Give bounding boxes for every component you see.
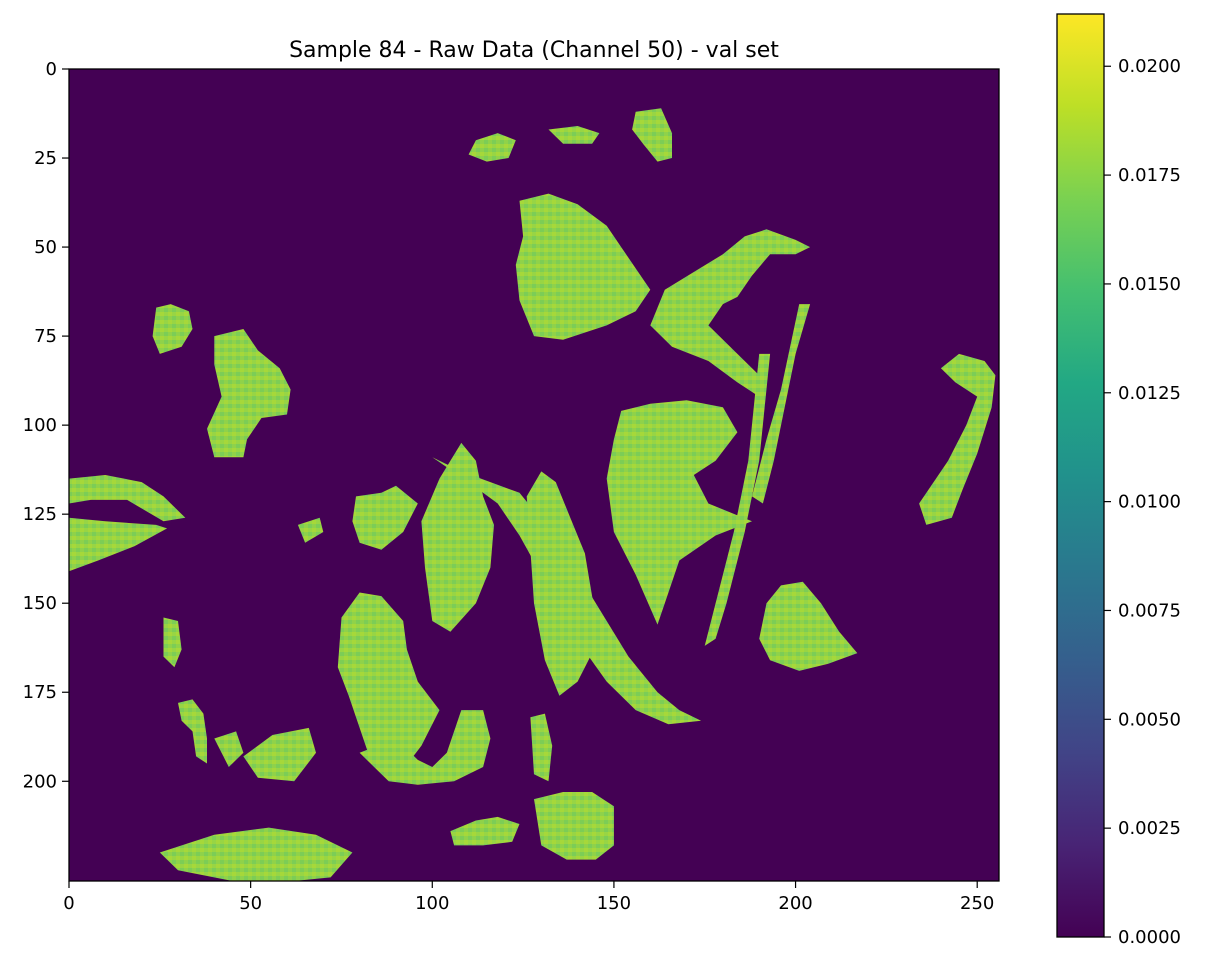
heatmap-region-r-blob-65-125 — [297, 517, 324, 543]
heatmap-region-r-blob-130-190 — [530, 713, 553, 782]
y-tick-label: 175 — [23, 682, 57, 703]
heatmap-region-r-blob-85-165 — [337, 592, 440, 775]
y-tick-label: 75 — [34, 326, 57, 347]
heatmap-region-r-blob-135-18 — [548, 126, 600, 144]
heatmap-region-r-streak-2 — [752, 304, 811, 504]
colorbar-tick-label: 0.0075 — [1118, 600, 1181, 621]
colorbar-tick-label: 0.0150 — [1118, 274, 1181, 295]
chart-title: Sample 84 - Raw Data (Channel 50) - val … — [289, 38, 779, 63]
heatmap-region-r-left-strip-top — [69, 475, 186, 522]
x-tick-label: 0 — [63, 893, 74, 914]
x-tick-label: 250 — [960, 893, 994, 914]
colorbar-tick-label: 0.0000 — [1118, 927, 1181, 948]
heatmap-region-r-streak-1 — [704, 353, 771, 646]
y-tick-label: 25 — [34, 148, 57, 169]
heatmap-region-r-blob-110-130 — [421, 442, 494, 632]
heatmap-region-r-blob-160-18 — [632, 108, 672, 162]
heatmap-region-r-blob-46-190 — [214, 731, 244, 767]
heatmap-region-r-edge-right — [919, 353, 996, 525]
heatmap-region-r-blob-60-190 — [243, 727, 316, 782]
colorbar-ticks: 0.0000 0.0025 0.0050 0.0075 0.0100 0.0125 0.01… — [1104, 56, 1181, 948]
heatmap-region-r-blob-200-160 — [759, 581, 858, 671]
colorbar-tick-label: 0.0100 — [1118, 492, 1181, 513]
heatmap-region-r-left-strip-bot — [69, 517, 168, 572]
plot-frame — [68, 68, 1000, 882]
x-tick-label: 200 — [778, 893, 812, 914]
colorbar-tick-label: 0.0025 — [1118, 818, 1181, 839]
heatmap-regions — [69, 108, 996, 881]
colorbar-tick-label: 0.0175 — [1118, 165, 1181, 186]
heatmap-region-r-blob-100-200 — [359, 710, 491, 785]
heatmap-region-r-blob-23-70 — [152, 304, 193, 354]
colorbar: 0.0000 0.0025 0.0050 0.0075 0.0100 0.0125 0.01… — [1056, 13, 1181, 948]
x-tick-label: 50 — [239, 893, 262, 914]
colorbar-tick-label: 0.0125 — [1118, 383, 1181, 404]
colorbar-tick-label: 0.0050 — [1118, 709, 1181, 730]
heatmap-region-r-big-top — [515, 193, 651, 340]
heatmap-region-r-blob-120-20 — [468, 133, 516, 162]
y-tick-label: 125 — [23, 504, 57, 525]
colorbar-tick-label: 0.0200 — [1118, 56, 1181, 77]
heatmap-region-r-blob-45-85 — [207, 329, 291, 458]
y-tick-label: 0 — [46, 59, 57, 80]
y-tick-label: 50 — [34, 237, 57, 258]
plot-area — [69, 69, 999, 881]
x-tick-label: 100 — [415, 893, 449, 914]
heatmap-region-r-bottom-left — [159, 827, 353, 881]
y-tick-label: 150 — [23, 593, 57, 614]
x-axis: 0 50 100 150 200 250 — [63, 881, 994, 914]
y-axis: 0 25 50 75 100 125 150 175 200 — [23, 59, 69, 792]
heatmap-region-r-blob-34-178 — [178, 699, 207, 764]
heatmap-region-r-blob-145-210 — [534, 792, 614, 860]
heatmap-region-r-blob-90-125 — [352, 485, 418, 550]
colorbar-gradient — [1056, 13, 1105, 938]
heatmap-region-r-big-mid — [606, 400, 752, 625]
heatmap-region-r-blob-27-160 — [163, 617, 182, 668]
y-tick-label: 100 — [23, 415, 57, 436]
y-tick-label: 200 — [23, 771, 57, 792]
heatmap-region-r-blob-110-220 — [450, 816, 520, 846]
heatmap-region-r-arc-right — [650, 229, 811, 397]
x-tick-label: 150 — [597, 893, 631, 914]
heatmap-region-r-blob-132-150 — [526, 471, 600, 696]
